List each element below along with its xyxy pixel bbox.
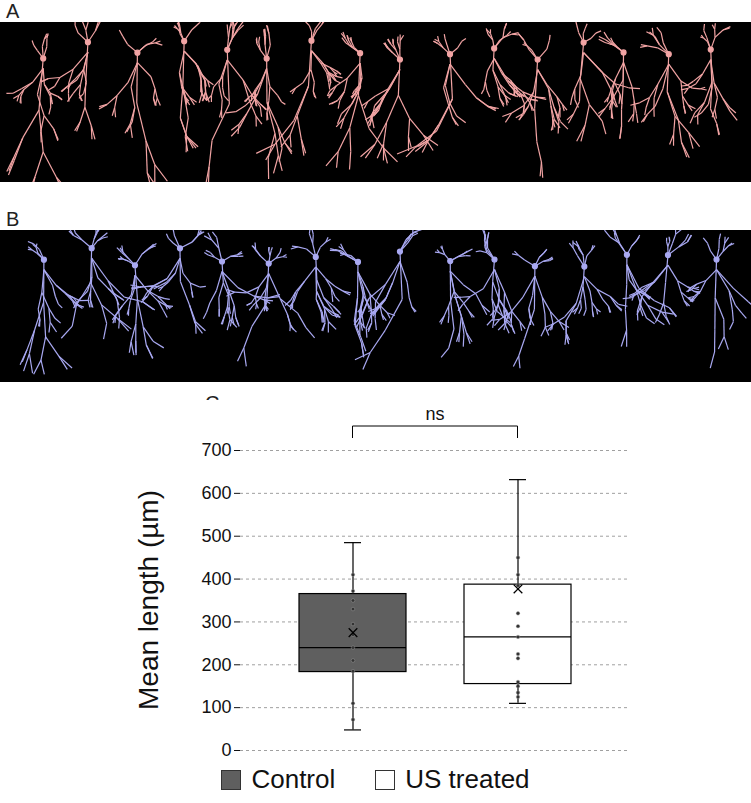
- svg-text:100: 100: [201, 697, 231, 717]
- svg-text:0: 0: [221, 740, 231, 760]
- svg-text:600: 600: [201, 483, 231, 503]
- svg-text:700: 700: [201, 440, 231, 460]
- svg-text:Mean length (µm): Mean length (µm): [133, 490, 164, 710]
- svg-text:300: 300: [201, 612, 231, 632]
- html-text:B: B: [6, 208, 20, 230]
- html-text:C: C: [205, 392, 220, 414]
- svg-text:ns: ns: [425, 404, 444, 424]
- svg-text:400: 400: [201, 569, 231, 589]
- html-text:US treated: US treated: [405, 764, 530, 794]
- html-text:A: A: [6, 0, 20, 22]
- svg-text:500: 500: [201, 526, 231, 546]
- svg-text:200: 200: [201, 655, 231, 675]
- html-text:Control: Control: [251, 764, 336, 794]
